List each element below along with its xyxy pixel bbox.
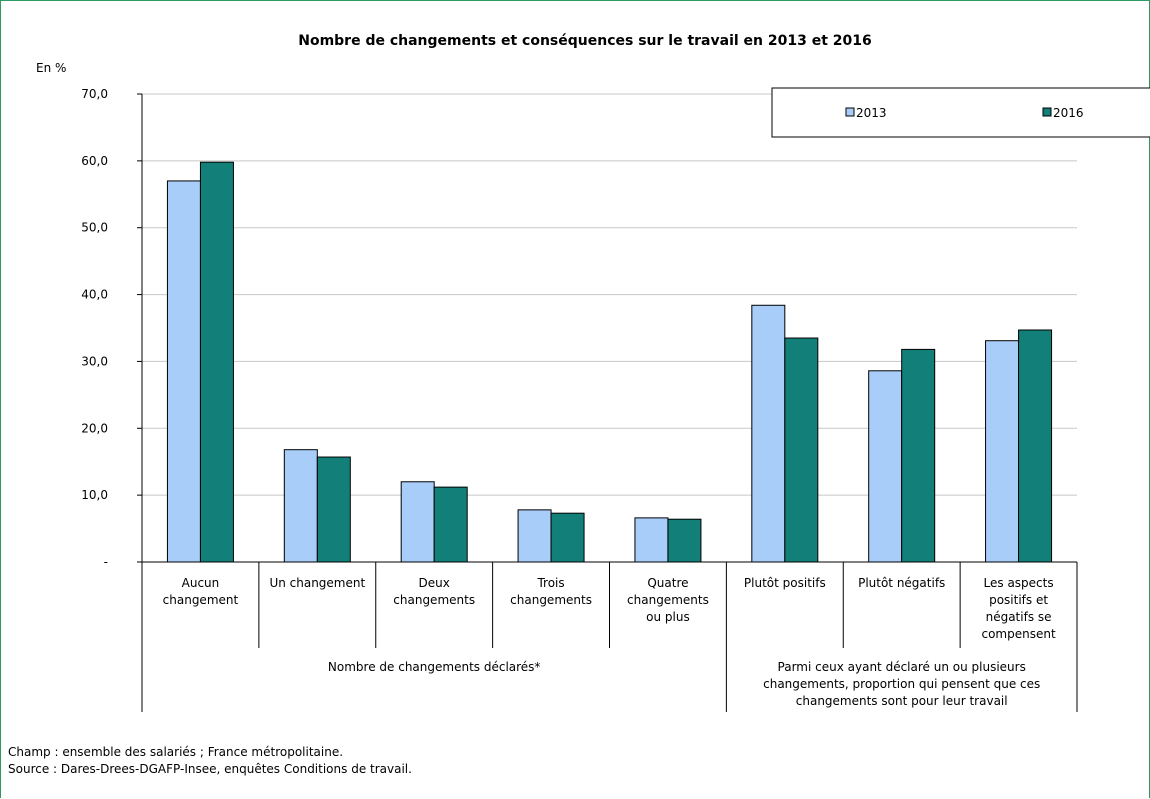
y-tick-label: - <box>104 555 108 569</box>
category-label: Un changement <box>269 576 365 590</box>
legend: 2013 2016 <box>771 87 1150 138</box>
category-label: Aucun changement <box>163 576 239 607</box>
y-tick-label: 70,0 <box>81 87 108 101</box>
category-label: Les aspects positifs et négatifs se compens… <box>981 576 1055 641</box>
chart-notes: Champ : ensemble des salariés ; France m… <box>8 744 412 778</box>
legend-label-2016: 2016 <box>1053 106 1084 120</box>
bar-2016-0 <box>199 161 234 563</box>
bar-2013-3 <box>517 509 552 563</box>
champ-note: Champ : ensemble des salariés ; France m… <box>8 745 344 759</box>
legend-swatch-2016 <box>1042 107 1052 117</box>
category-label: Trois changements <box>510 576 592 607</box>
x-axis: Aucun changement Un changement Deux changeme… <box>141 561 1078 712</box>
bars <box>166 161 1053 563</box>
category-label: Deux changements <box>393 576 475 607</box>
source-note: Source : Dares-Drees-DGAFP-Insee, enquêt… <box>8 762 412 776</box>
legend-box <box>771 87 1150 138</box>
legend-label-2013: 2013 <box>856 106 887 120</box>
bar-2013-6 <box>868 370 903 563</box>
bar-2016-4 <box>667 518 702 563</box>
y-tick-label: 20,0 <box>81 421 108 435</box>
bar-2013-5 <box>751 304 786 563</box>
legend-swatch-2013 <box>845 107 855 117</box>
bar-2016-1 <box>316 456 351 563</box>
bar-2013-4 <box>634 517 669 563</box>
y-tick-label: 10,0 <box>81 488 108 502</box>
y-unit-label: En % <box>36 61 66 75</box>
category-label: Quatre changements ou plus <box>627 576 709 624</box>
category-label: Plutôt positifs <box>744 576 826 590</box>
bar-2016-3 <box>550 512 585 563</box>
y-tick-label: 30,0 <box>81 354 108 368</box>
bar-2013-2 <box>400 481 435 563</box>
chart-title: Nombre de changements et conséquences su… <box>298 33 872 49</box>
bar-2013-1 <box>283 449 318 563</box>
bar-2016-6 <box>901 348 936 563</box>
bar-2016-5 <box>784 337 819 563</box>
group-label: Parmi ceux ayant déclaré un ou plusieurs… <box>763 660 1040 708</box>
group-label: Nombre de changements déclarés* <box>328 660 541 674</box>
category-label: Plutôt négatifs <box>858 576 945 590</box>
y-tick-label: 40,0 <box>81 288 108 302</box>
y-tick-label: 60,0 <box>81 154 108 168</box>
bar-2013-7 <box>985 340 1020 563</box>
bar-2016-7 <box>1018 329 1053 563</box>
bar-2016-2 <box>433 486 468 563</box>
bar-chart: Nombre de changements et conséquences su… <box>36 33 1150 712</box>
y-axis: - 10,0 20,0 30,0 40,0 50,0 60,0 70,0 <box>81 87 143 569</box>
gridlines <box>142 93 1077 496</box>
bar-2013-0 <box>166 180 201 563</box>
y-tick-label: 50,0 <box>81 221 108 235</box>
